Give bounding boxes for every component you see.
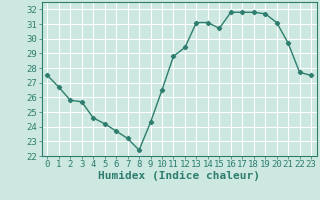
X-axis label: Humidex (Indice chaleur): Humidex (Indice chaleur) — [98, 171, 260, 181]
